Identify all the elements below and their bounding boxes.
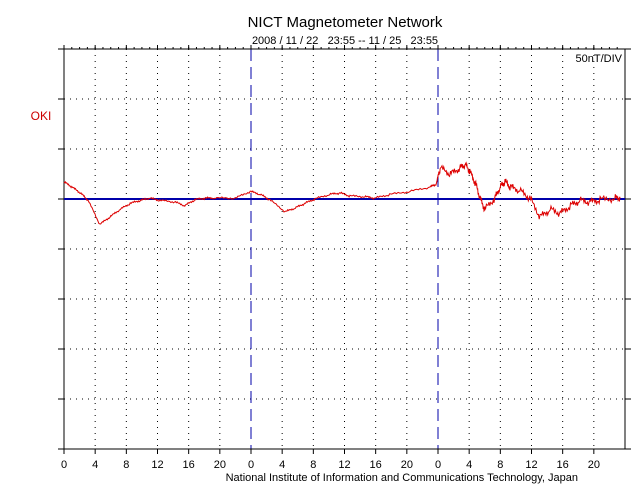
x-tick-label: 4 [466, 459, 472, 471]
x-tick-label: 4 [279, 459, 285, 471]
x-tick-label: 8 [497, 459, 503, 471]
x-tick-label: 8 [310, 459, 316, 471]
series-line-oki [63, 161, 621, 225]
footer-credit: National Institute of Information and Co… [226, 472, 578, 484]
chart-title: NICT Magnetometer Network [248, 14, 443, 31]
x-axis: 0 4 8 12 16 20 0 4 8 12 16 20 0 4 8 12 16 20 [58, 448, 631, 471]
x-tick-label: 20 [588, 459, 600, 471]
grid [58, 45, 631, 450]
x-tick-label: 12 [338, 459, 350, 471]
x-tick-label: 20 [214, 459, 226, 471]
x-tick-label: 0 [435, 459, 441, 471]
scale-label: 50nT/DIV [576, 53, 623, 65]
x-tick-label: 12 [151, 459, 163, 471]
chart-subtitle: 2008 / 11 / 22 23:55 -- 11 / 25 23:55 [252, 35, 438, 47]
x-tick-label: 16 [557, 459, 569, 471]
station-label: OKI [31, 109, 52, 123]
x-tick-label: 12 [525, 459, 537, 471]
x-tick-label: 0 [61, 459, 67, 471]
x-tick-label: 16 [183, 459, 195, 471]
x-tick-label: 0 [248, 459, 254, 471]
x-tick-label: 16 [370, 459, 382, 471]
x-tick-label: 8 [123, 459, 129, 471]
x-tick-label: 4 [92, 459, 98, 471]
x-tick-label: 20 [401, 459, 413, 471]
